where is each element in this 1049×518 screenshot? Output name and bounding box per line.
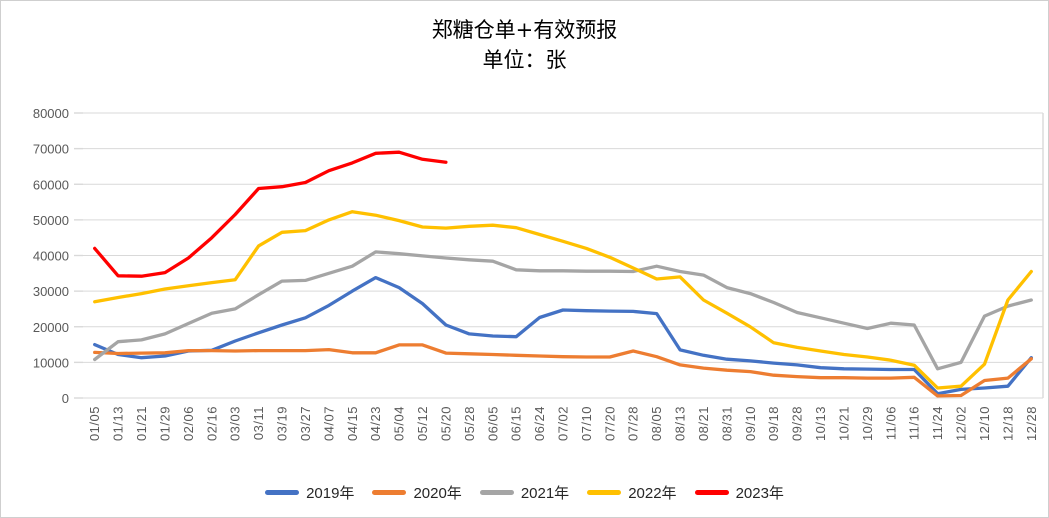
x-tick-label: 01/13 (111, 406, 126, 441)
x-tick-label: 01/05 (87, 406, 102, 441)
x-tick-label: 02/16 (204, 406, 219, 441)
y-tick-label: 80000 (33, 106, 69, 121)
series-line-2022年[interactable] (93, 210, 1033, 390)
legend-item-2021年[interactable]: 2021年 (479, 482, 570, 503)
x-tick-label: 05/28 (462, 406, 477, 441)
x-tick-label: 07/20 (602, 406, 617, 441)
y-tick-label: 20000 (33, 320, 69, 335)
legend-item-2020年[interactable]: 2020年 (372, 482, 462, 503)
x-tick-label: 06/05 (485, 406, 500, 441)
y-tick-label: 30000 (33, 284, 69, 299)
y-tick-label: 10000 (33, 355, 69, 370)
legend-swatch (372, 490, 407, 495)
x-tick-label: 04/15 (345, 406, 360, 441)
x-tick-label: 11/16 (907, 406, 922, 440)
chart-title: 郑糖仓单+有效预报 (431, 18, 618, 42)
legend-label: 2022年 (628, 485, 677, 502)
legend-label: 2021年 (520, 485, 570, 502)
x-tick-label: 03/27 (298, 406, 313, 441)
x-axis-labels: 01/05 01/13 01/21 01/29 02/06 02/16 03/03 03/11… (87, 406, 1039, 441)
y-tick-label: 40000 (33, 249, 69, 264)
chart-legend: 2019年 2020年 2021年 2022年 2023年 (1, 482, 1048, 503)
x-tick-label: 03/11 (251, 406, 266, 440)
legend-label: 2023年 (735, 485, 784, 502)
series-line-2019年[interactable] (93, 275, 1033, 396)
legend-item-2023年[interactable]: 2023年 (694, 482, 784, 503)
y-tick-label: 70000 (33, 142, 69, 157)
series-line-2021年[interactable] (93, 250, 1033, 371)
x-tick-label: 01/29 (157, 406, 172, 441)
x-tick-label: 12/10 (977, 406, 992, 441)
x-tick-label: 09/10 (743, 406, 758, 441)
x-tick-label: 03/19 (275, 406, 290, 441)
x-tick-label: 01/21 (134, 406, 149, 441)
x-tick-label: 07/10 (579, 406, 594, 441)
x-tick-label: 08/31 (719, 406, 734, 441)
x-tick-label: 06/24 (532, 406, 547, 441)
y-axis-labels: 0 10000 20000 30000 40000 50000 60000 70000 8000… (33, 106, 69, 406)
x-tick-label: 06/15 (509, 406, 524, 441)
series-line-2023年[interactable] (93, 150, 448, 278)
legend-swatch (587, 490, 622, 495)
x-tick-label: 07/02 (556, 406, 571, 441)
x-tick-label: 12/28 (1024, 406, 1039, 441)
x-tick-label: 07/28 (626, 406, 641, 441)
series-line-2020年[interactable] (93, 343, 1033, 398)
y-tick-label: 0 (62, 391, 69, 406)
x-tick-label: 10/29 (860, 406, 875, 441)
x-tick-label: 10/21 (836, 406, 851, 441)
x-tick-label: 11/24 (930, 406, 945, 440)
x-tick-label: 10/13 (813, 406, 828, 441)
x-tick-label: 04/23 (368, 406, 383, 441)
x-tick-label: 05/20 (438, 406, 453, 441)
legend-swatch (479, 490, 514, 495)
x-tick-label: 03/03 (228, 406, 243, 441)
chart-title-block: 郑糖仓单+有效预报 单位：张 (1, 15, 1048, 75)
x-tick-label: 12/02 (954, 406, 969, 441)
chart-subtitle: 单位：张 (482, 48, 567, 72)
y-tick-label: 50000 (33, 213, 69, 228)
y-tick-label: 60000 (33, 177, 69, 192)
x-tick-label: 08/05 (649, 406, 664, 441)
x-tick-label: 08/21 (696, 406, 711, 441)
gridlines (74, 112, 1043, 399)
x-tick-label: 05/04 (392, 406, 407, 441)
x-tick-label: 05/12 (415, 406, 430, 441)
legend-swatch (265, 490, 300, 495)
legend-swatch (694, 490, 729, 495)
x-tick-label: 11/06 (883, 406, 898, 440)
legend-label: 2019年 (306, 485, 355, 502)
x-tick-label: 09/28 (790, 406, 805, 441)
x-tick-label: 04/07 (321, 406, 336, 441)
legend-item-2019年[interactable]: 2019年 (265, 482, 354, 503)
x-tick-label: 02/06 (181, 406, 196, 441)
legend-item-2022年[interactable]: 2022年 (587, 482, 677, 503)
x-tick-label: 12/18 (1000, 406, 1015, 441)
legend-label: 2020年 (413, 485, 462, 502)
x-tick-label: 08/13 (673, 406, 688, 441)
x-tick-label: 09/18 (766, 406, 781, 441)
